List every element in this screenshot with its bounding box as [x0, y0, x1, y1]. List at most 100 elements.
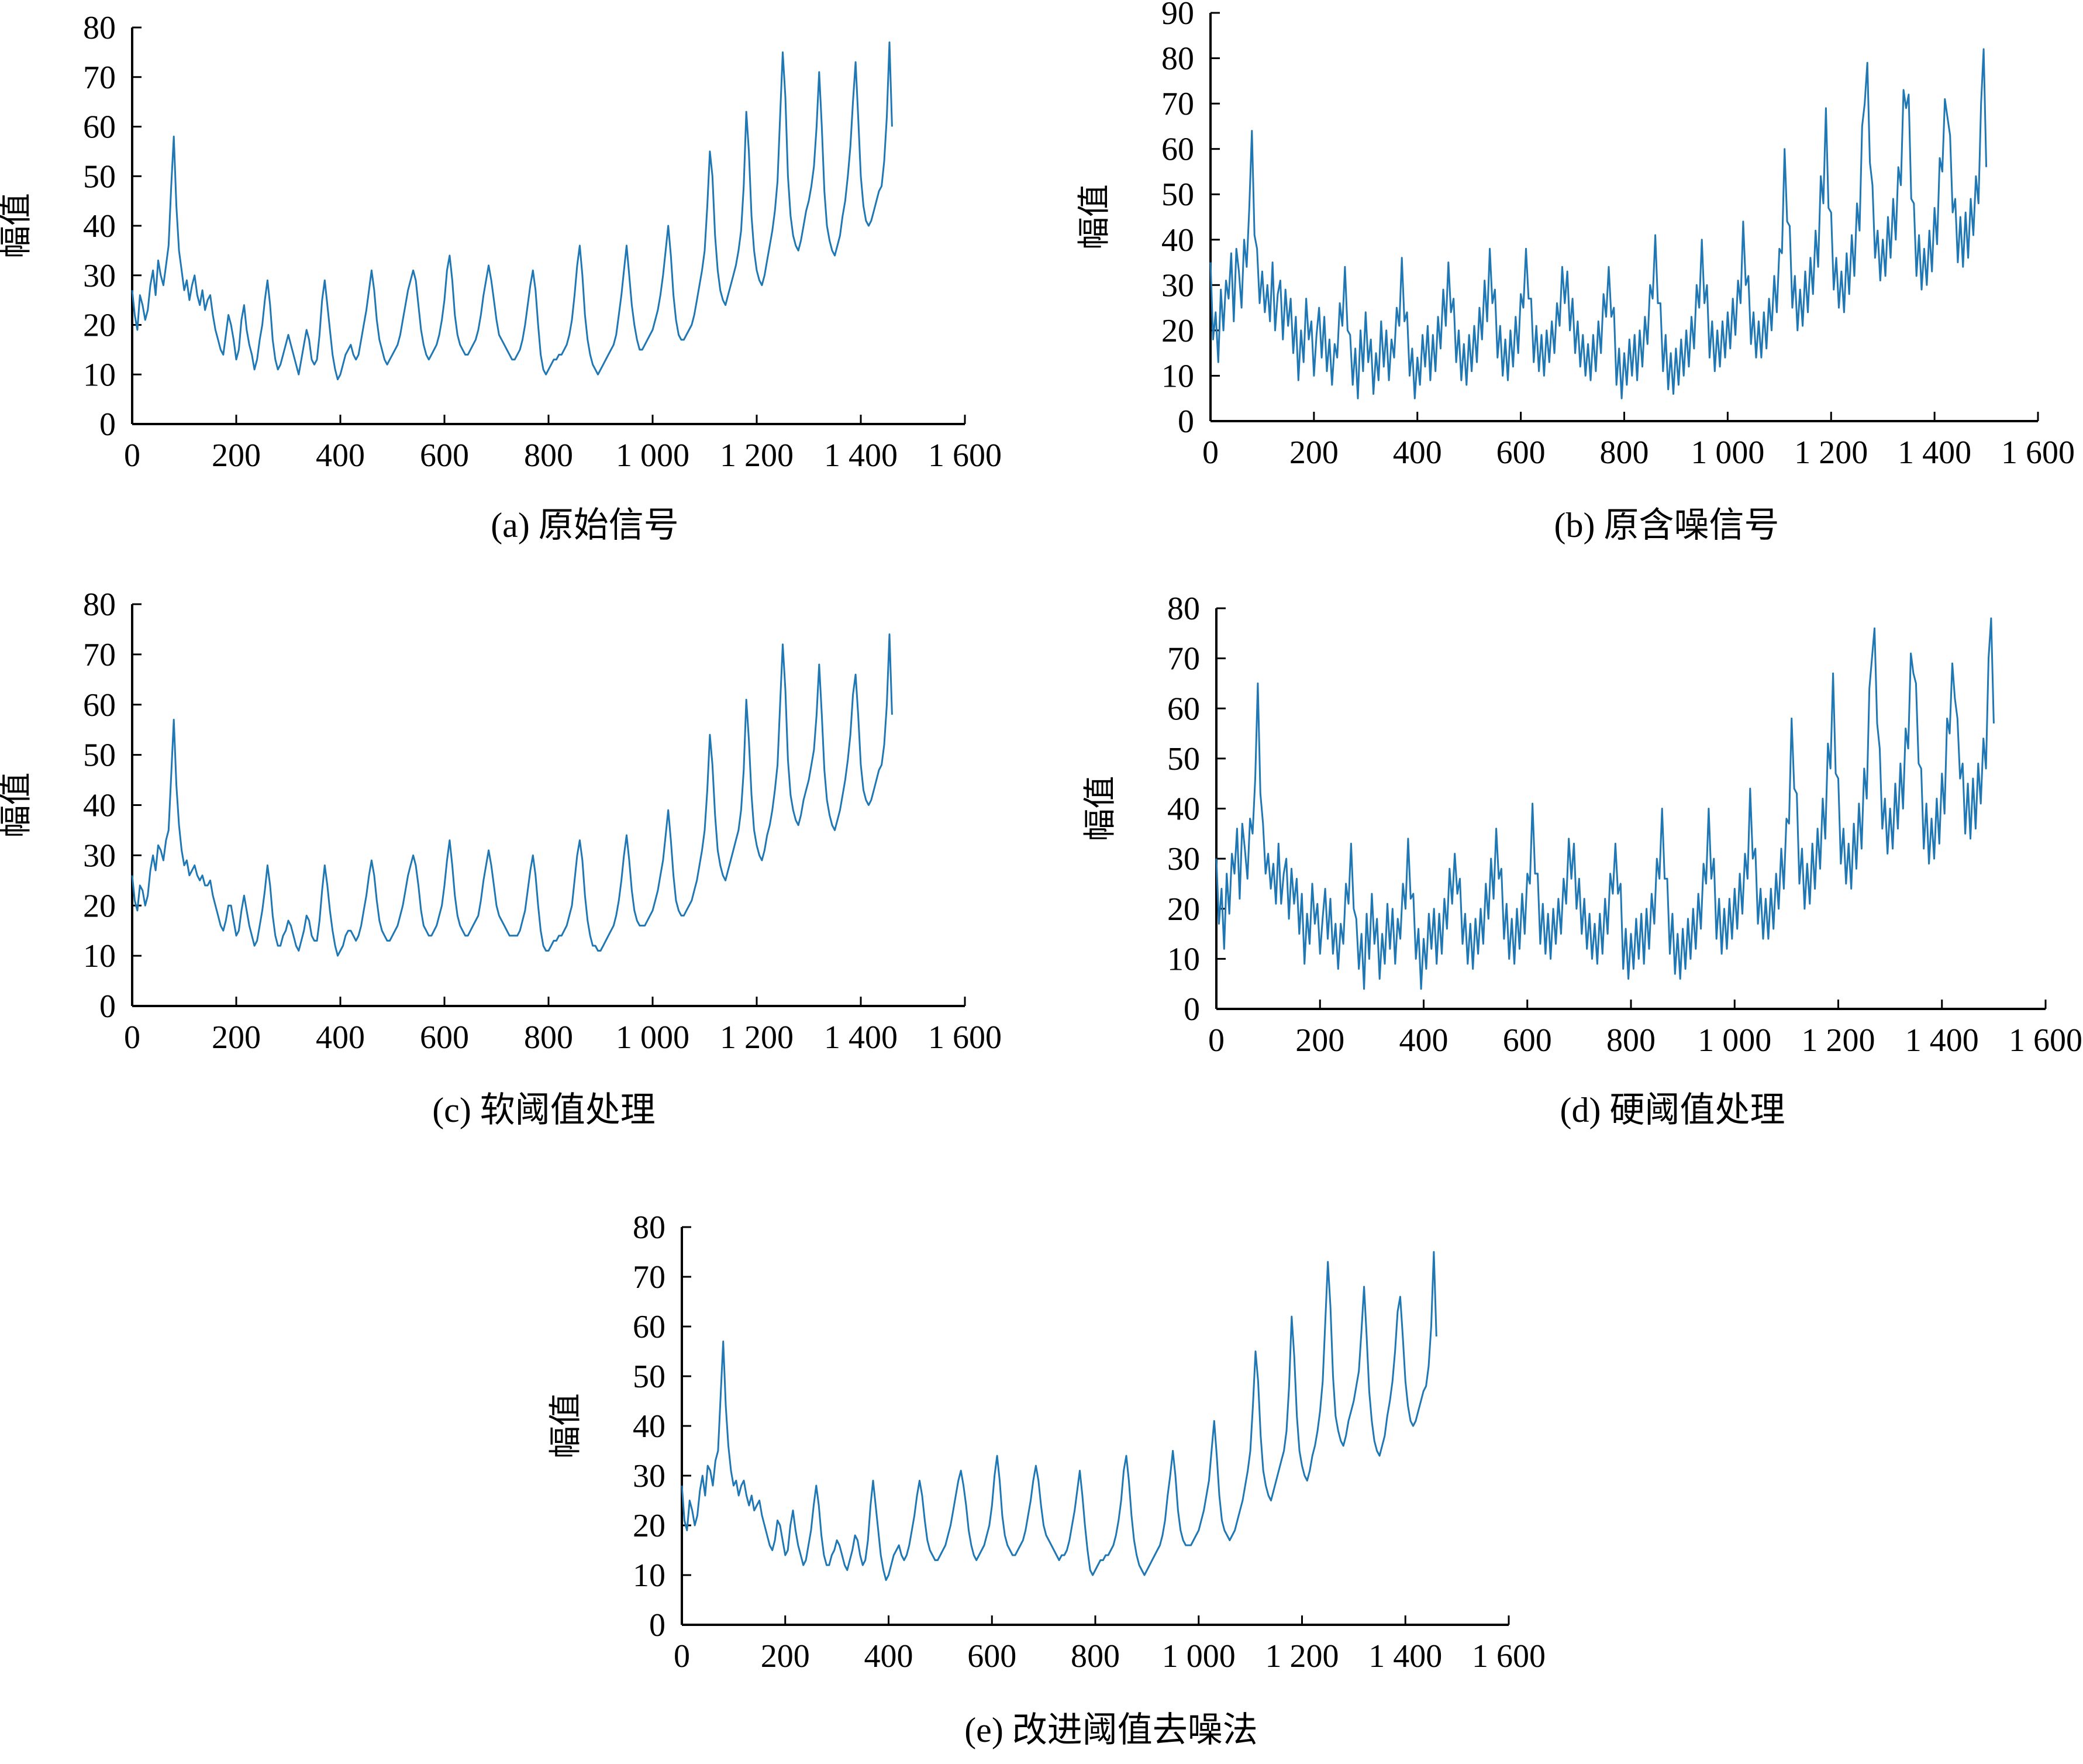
series-line-c	[131, 633, 893, 957]
x-tick-label: 800	[1600, 435, 1649, 471]
chart-panel-d: 0 200 400 600 800 1 000 1 200 1 400 1 600 0 10 20 30…	[1082, 591, 2082, 1129]
x-tick-label: 1 600	[2009, 1022, 2082, 1059]
y-tick-label: 50	[83, 159, 116, 195]
x-tick-label: 600	[1496, 435, 1546, 471]
y-tick-label: 10	[1167, 941, 1200, 977]
y-tick-label: 20	[1161, 313, 1194, 349]
x-tick-label: 1 600	[1472, 1638, 1546, 1675]
x-tick-label: 1 000	[616, 437, 689, 474]
x-tick-label: 1 000	[616, 1019, 689, 1056]
chart-caption: (b) 原含噪信号	[1554, 506, 1779, 545]
x-tick-label: 800	[524, 1019, 573, 1056]
chart-panel-b: 0 200 400 600 800 1 000 1 200 1 400 1 600 0 10 20 30…	[1077, 0, 2075, 545]
x-tick-label: 600	[420, 437, 469, 474]
y-tick-label: 50	[633, 1359, 665, 1395]
y-tick-label: 40	[1167, 791, 1200, 828]
y-tick-label: 60	[1167, 691, 1200, 727]
y-tick-label: 80	[83, 587, 116, 623]
x-tick-label: 400	[316, 1019, 365, 1056]
x-tick-label: 1 000	[1698, 1022, 1771, 1059]
y-tick-label: 70	[1161, 86, 1194, 122]
y-tick-label: 90	[1161, 0, 1194, 32]
x-tick-label: 1 000	[1691, 435, 1764, 471]
y-tick-label: 30	[83, 258, 116, 294]
x-tick-label: 200	[212, 437, 261, 474]
x-tick-label: 0	[1208, 1022, 1225, 1059]
chart-caption: (e) 改进阈值去噪法	[964, 1711, 1258, 1749]
x-tick-label: 200	[212, 1019, 261, 1056]
chart-caption: (d) 硬阈值处理	[1560, 1091, 1785, 1129]
y-tick-label: 30	[1167, 841, 1200, 877]
x-tick-label: 400	[1393, 435, 1442, 471]
y-tick-label: 50	[1167, 741, 1200, 777]
y-tick-label: 10	[83, 357, 116, 393]
y-tick-label: 0	[1178, 404, 1194, 440]
y-tick-label: 40	[83, 208, 116, 244]
y-tick-label: 40	[1161, 222, 1194, 259]
y-axis-label: 幅值	[548, 1393, 584, 1459]
chart-panel-c: 0 200 400 600 800 1 000 1 200 1 400 1 600 0 10 20 30…	[0, 587, 1002, 1129]
x-tick-label: 800	[524, 437, 573, 474]
y-axis-label: 幅值	[1077, 184, 1113, 250]
x-tick-label: 1 200	[1794, 435, 1868, 471]
y-tick-label: 60	[633, 1309, 665, 1345]
y-tick-label: 40	[633, 1408, 665, 1445]
y-tick-label: 10	[1161, 358, 1194, 394]
x-tick-label: 1 200	[1802, 1022, 1875, 1059]
y-tick-label: 50	[83, 738, 116, 774]
y-tick-label: 60	[83, 109, 116, 146]
x-tick-label: 400	[1399, 1022, 1449, 1059]
x-tick-label: 600	[1503, 1022, 1552, 1059]
y-tick-label: 70	[83, 637, 116, 673]
chart-caption: (c) 软阈值处理	[432, 1091, 656, 1129]
x-tick-label: 0	[124, 1019, 140, 1056]
x-tick-label: 1 600	[2001, 435, 2075, 471]
y-tick-label: 20	[83, 308, 116, 344]
x-tick-label: 0	[124, 437, 140, 474]
y-tick-label: 30	[83, 838, 116, 874]
y-axis-label: 幅值	[0, 193, 35, 259]
x-tick-label: 600	[967, 1638, 1016, 1675]
y-tick-label: 40	[83, 788, 116, 824]
y-tick-label: 80	[633, 1210, 665, 1246]
y-tick-label: 20	[83, 888, 116, 924]
chart-panel-a: 0 200 400 600 800 1 000 1 200 1 400 1 600 0 10 20 30…	[0, 10, 1002, 545]
chart-panel-e: 0 200 400 600 800 1 000 1 200 1 400 1 600 0 10 20 30…	[548, 1210, 1546, 1749]
y-tick-label: 30	[1161, 267, 1194, 304]
x-tick-label: 800	[1071, 1638, 1120, 1675]
chart-caption: (a) 原始信号	[491, 506, 679, 545]
series-line-d	[1215, 617, 1995, 990]
x-tick-label: 1 400	[1898, 435, 1971, 471]
x-tick-label: 200	[761, 1638, 810, 1675]
y-tick-label: 50	[1161, 177, 1194, 213]
x-tick-label: 200	[1295, 1022, 1344, 1059]
y-axis-label: 幅值	[0, 773, 35, 838]
y-tick-label: 70	[1167, 641, 1200, 677]
x-tick-label: 1 400	[824, 437, 898, 474]
y-tick-label: 0	[1184, 991, 1200, 1028]
y-tick-label: 0	[99, 988, 116, 1025]
y-tick-label: 10	[83, 938, 116, 974]
y-tick-label: 70	[633, 1259, 665, 1296]
series-line-b	[1209, 48, 1988, 399]
y-tick-label: 80	[83, 10, 116, 46]
y-tick-label: 80	[1161, 41, 1194, 77]
x-tick-label: 1 400	[824, 1019, 898, 1056]
y-tick-label: 30	[633, 1458, 665, 1494]
series-line-a	[131, 41, 893, 381]
x-tick-label: 0	[674, 1638, 690, 1675]
x-tick-label: 1 400	[1905, 1022, 1979, 1059]
x-tick-label: 1 200	[720, 437, 794, 474]
y-tick-label: 60	[83, 687, 116, 723]
x-tick-label: 600	[420, 1019, 469, 1056]
x-tick-label: 1 000	[1162, 1638, 1236, 1675]
x-tick-label: 1 200	[1265, 1638, 1339, 1675]
x-tick-label: 0	[1202, 435, 1219, 471]
y-tick-label: 0	[649, 1607, 665, 1644]
x-tick-label: 1 400	[1368, 1638, 1442, 1675]
x-tick-label: 1 600	[928, 437, 1002, 474]
x-tick-label: 1 200	[720, 1019, 794, 1056]
y-tick-label: 20	[633, 1508, 665, 1544]
x-tick-label: 200	[1289, 435, 1339, 471]
